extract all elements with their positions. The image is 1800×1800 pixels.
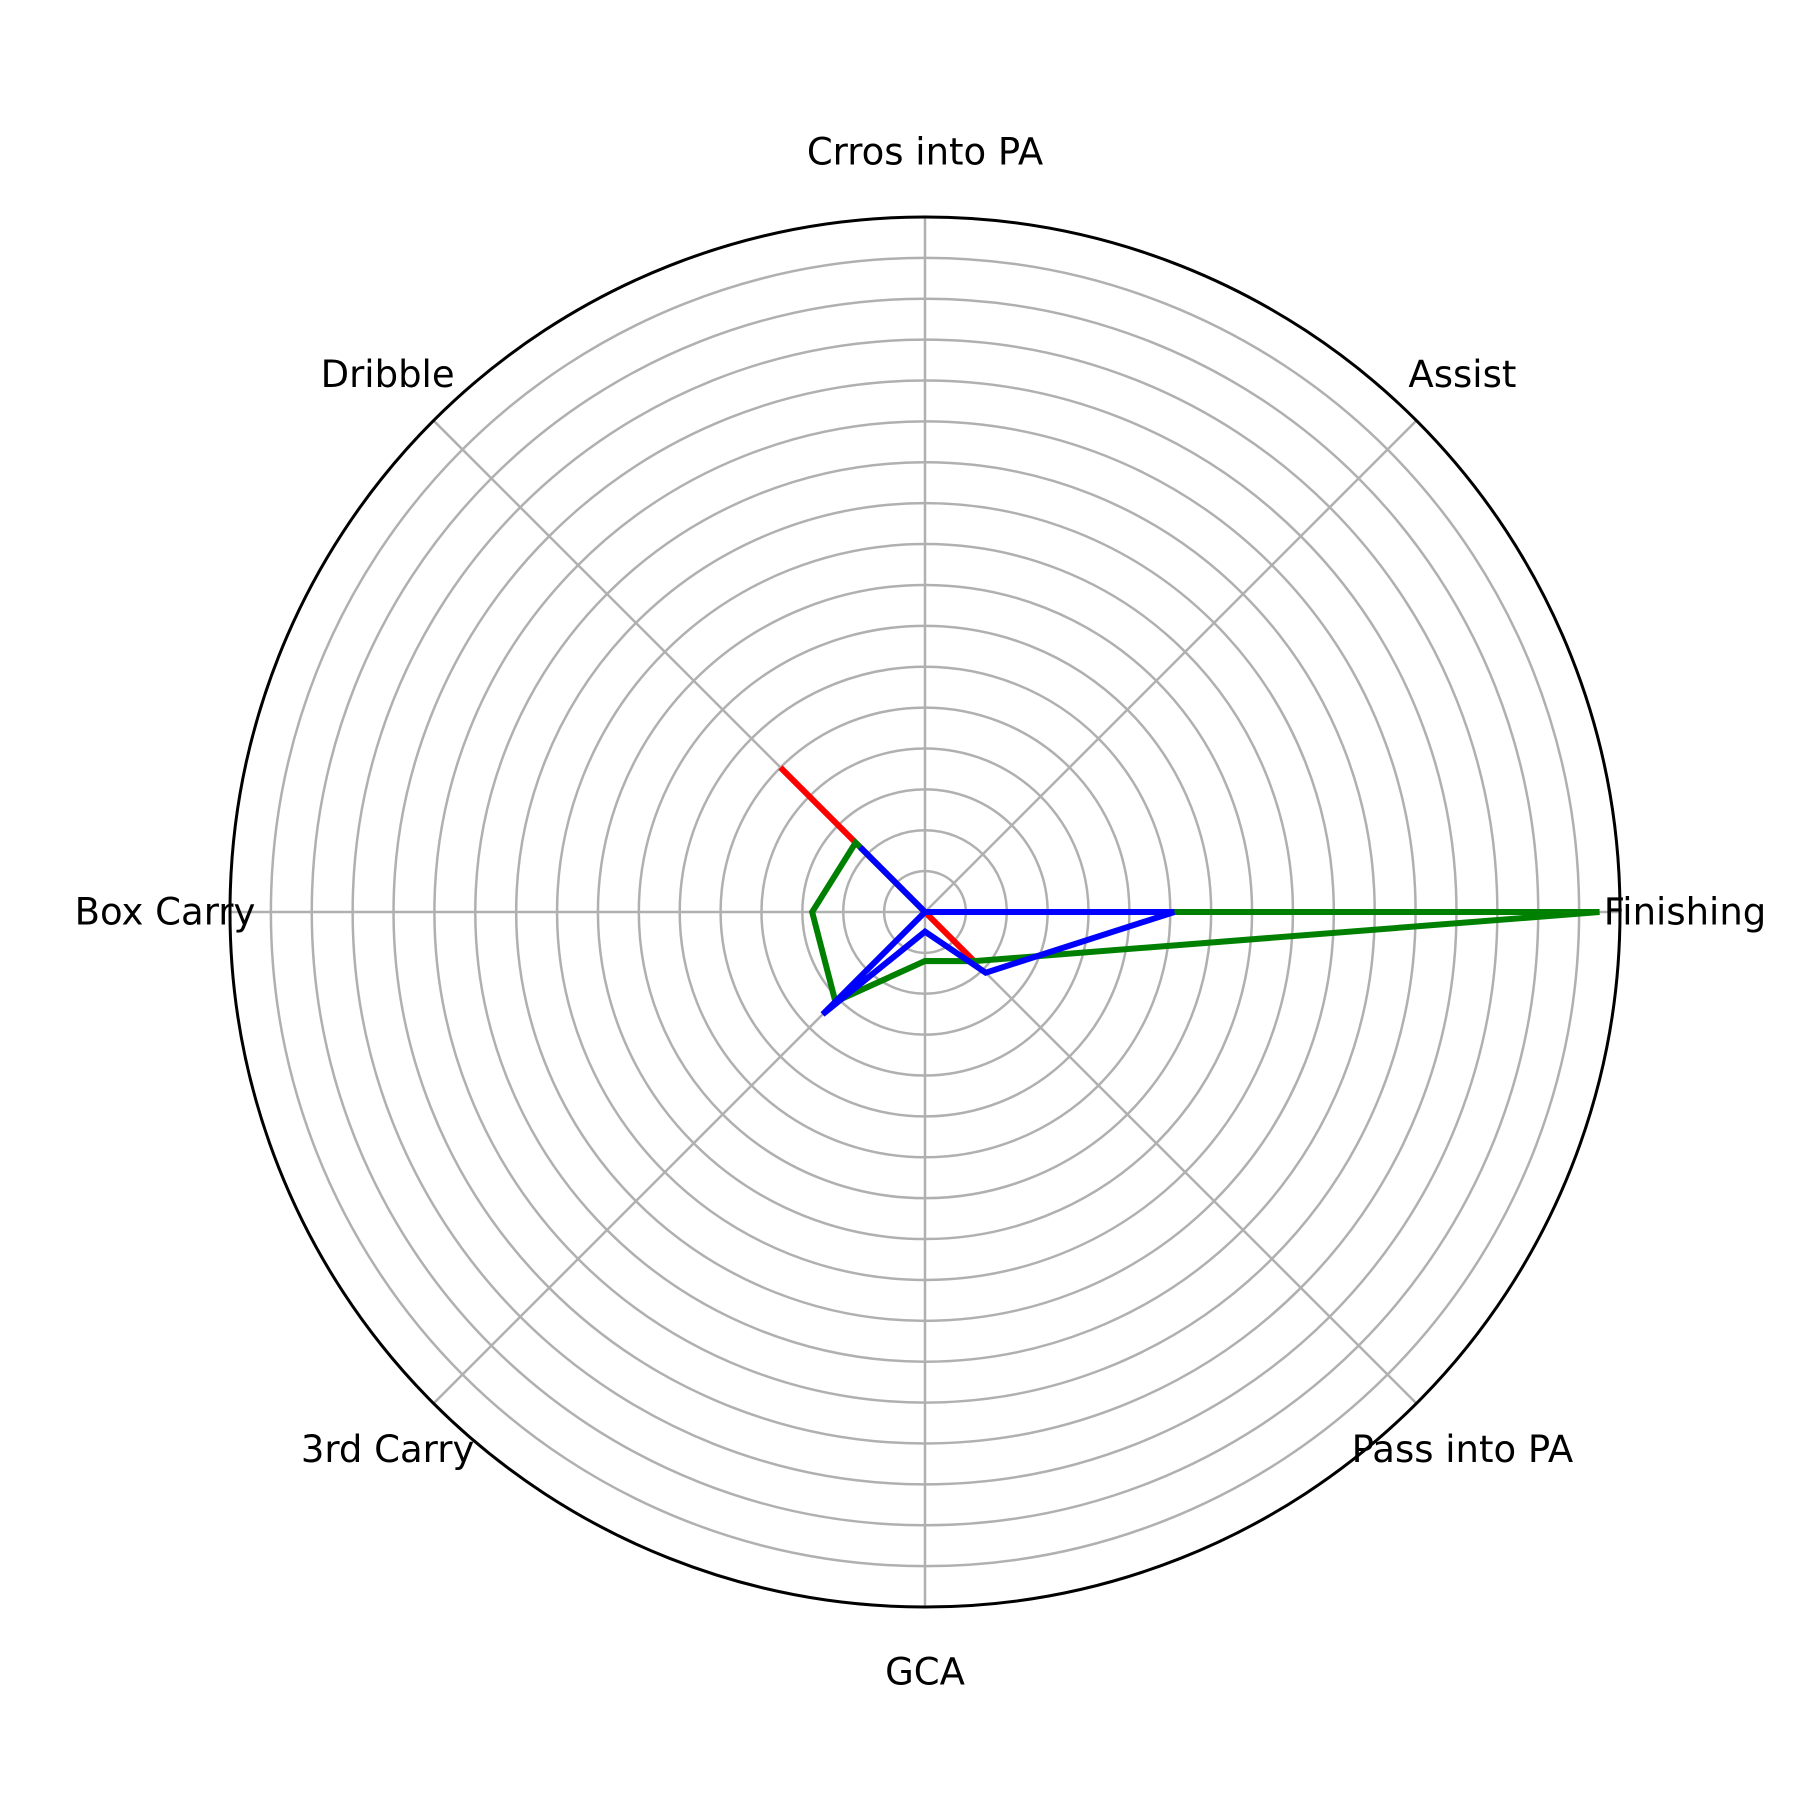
tick-label-assist: Assist bbox=[1408, 353, 1516, 396]
spoke-pass-into-pa bbox=[924, 911, 1418, 1405]
tick-label-box-carry: Box Carry bbox=[75, 891, 256, 934]
frame-layer bbox=[228, 215, 1622, 1609]
tick-label-3rd-carry: 3rd Carry bbox=[301, 1428, 475, 1471]
tick-label-crros-into-pa: Crros into PA bbox=[807, 131, 1043, 174]
tick-label-pass-into-pa: Pass into PA bbox=[1352, 1428, 1574, 1471]
spoke-assist bbox=[924, 419, 1418, 913]
series-layer bbox=[778, 765, 1600, 1017]
series-blue-line bbox=[820, 845, 1176, 1017]
polar-frame bbox=[228, 215, 1622, 1609]
tick-label-gca: GCA bbox=[885, 1651, 965, 1694]
tick-label-finishing: Finishing bbox=[1604, 891, 1767, 934]
tick-label-dribble: Dribble bbox=[321, 353, 455, 396]
label-layer: Finishing Assist Crros into PA Dribble Box C… bbox=[75, 131, 1767, 1694]
series-green-line bbox=[808, 837, 1600, 1006]
